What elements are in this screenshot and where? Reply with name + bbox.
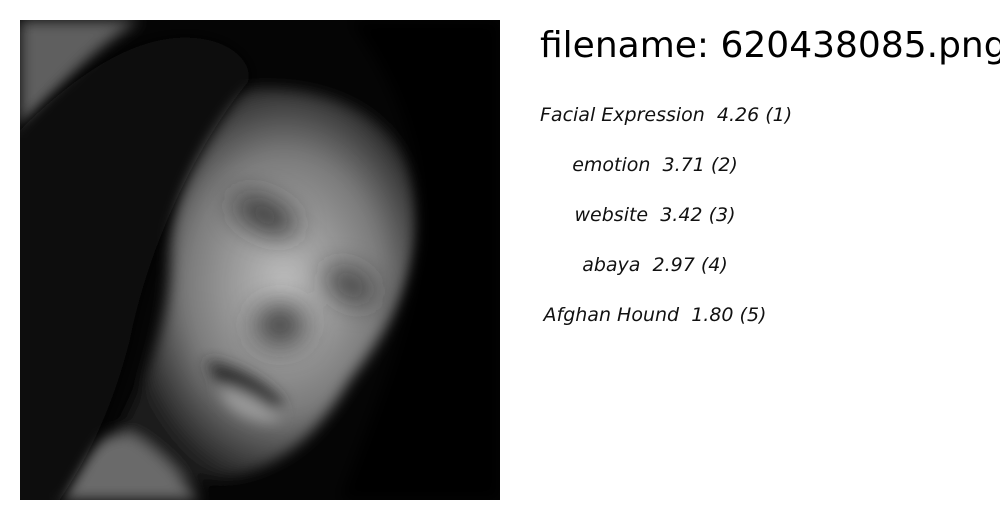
tag-label: emotion	[572, 154, 651, 176]
tag-label: abaya	[582, 254, 641, 276]
tag-label: Facial Expression	[540, 104, 705, 126]
tag-rank: (1)	[765, 104, 793, 126]
tag-rank: (3)	[708, 204, 736, 226]
tag-score: 3.42	[660, 204, 703, 226]
tag-score: 3.71	[662, 154, 705, 176]
tag-label: Afghan Hound	[543, 304, 680, 326]
tag-score: 4.26	[716, 104, 760, 126]
filename-title: filename: 620438085.png	[540, 25, 1000, 66]
face-photo	[20, 20, 500, 500]
tag-score: 2.97	[652, 254, 695, 276]
tag-score: 1.80	[691, 304, 734, 326]
tag-row: emotion 3.71 (2)	[540, 150, 770, 180]
tag-rank: (5)	[739, 304, 767, 326]
tag-rank: (4)	[700, 254, 728, 276]
tag-rank: (2)	[710, 154, 738, 176]
tag-label: website	[574, 204, 649, 226]
tag-row: abaya 2.97 (4)	[540, 250, 770, 280]
face-photo-graphic	[20, 20, 500, 500]
tag-row: website 3.42 (3)	[540, 200, 770, 230]
tag-row: Afghan Hound 1.80 (5)	[540, 300, 770, 330]
tag-row: Facial Expression 4.26 (1)	[540, 100, 792, 130]
